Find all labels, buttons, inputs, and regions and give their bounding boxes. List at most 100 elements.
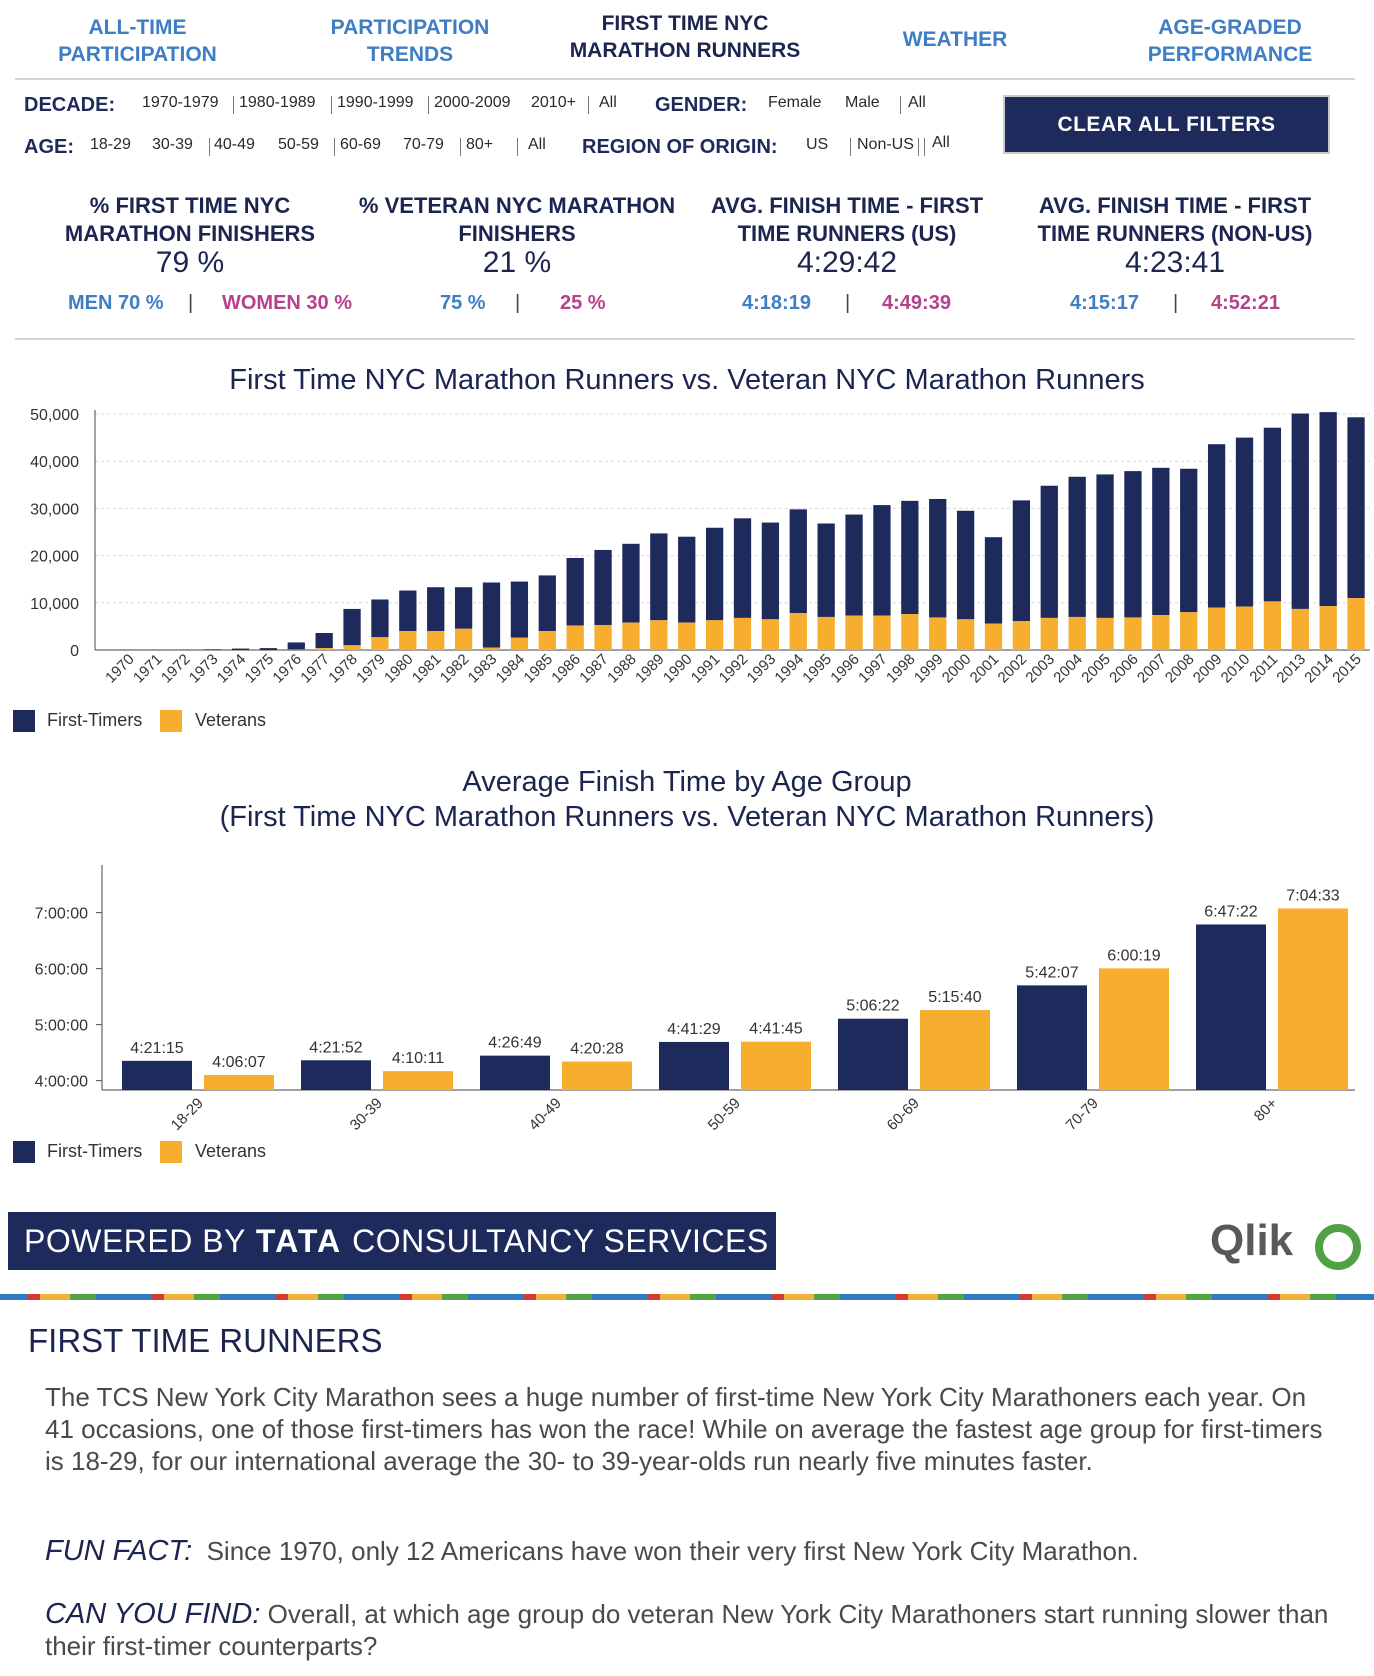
- bar-first-timers: [315, 633, 333, 649]
- nav-tab-age-graded-performance[interactable]: AGE-GRADED PERFORMANCE: [1130, 14, 1330, 68]
- bar-veterans: [315, 648, 333, 650]
- x-tick-label: 1986: [548, 651, 584, 687]
- separator: [918, 138, 919, 156]
- data-label: 7:04:33: [1286, 887, 1339, 904]
- x-tick-label: 1982: [437, 651, 473, 687]
- kpi-title: TIME RUNNERS (US): [737, 221, 957, 246]
- banner-prefix: POWERED BY: [24, 1222, 246, 1259]
- region-option-us[interactable]: US: [806, 136, 829, 153]
- data-label: 6:47:22: [1204, 903, 1257, 920]
- x-tick-label: 1999: [911, 651, 947, 687]
- bar-veterans: [371, 637, 389, 650]
- legend-label-veterans: Veterans: [195, 1141, 267, 1161]
- bar-veterans: [204, 1074, 274, 1090]
- decade-option-1970-1979[interactable]: 1970-1979: [142, 94, 219, 111]
- bar-veterans: [1291, 608, 1309, 650]
- data-label: 5:42:07: [1025, 964, 1078, 981]
- bar-veterans: [1235, 606, 1254, 650]
- kpi-title: MARATHON FINISHERS: [64, 221, 316, 246]
- bar-first-timers: [956, 510, 975, 620]
- x-tick-label: 2002: [995, 651, 1031, 687]
- separator: [334, 138, 335, 156]
- nav-tab-first-time-runners[interactable]: FIRST TIME NYC MARATHON RUNNERS: [550, 10, 820, 64]
- gender-option-male[interactable]: Male: [845, 94, 880, 111]
- separator: |: [845, 292, 851, 314]
- age-option-80-plus[interactable]: 80+: [466, 136, 494, 153]
- nav-tab-label: PARTICIPATION: [330, 16, 490, 39]
- age-option-40-49[interactable]: 40-49: [214, 136, 255, 153]
- bar-first-timers: [1152, 467, 1170, 616]
- gender-option-female[interactable]: Female: [768, 94, 822, 111]
- separator: |: [1173, 292, 1179, 314]
- age-label: AGE:: [24, 136, 74, 158]
- age-option-70-79[interactable]: 70-79: [403, 136, 444, 153]
- x-tick-label: 2000: [939, 651, 975, 687]
- age-option-30-39[interactable]: 30-39: [152, 136, 193, 153]
- qlik-logo-icon: [1315, 1224, 1361, 1270]
- kpi-veteran-finishers: % VETERAN NYC MARATHON FINISHERS 21 %: [352, 192, 682, 278]
- legend-swatch-veterans: [160, 1141, 182, 1163]
- legend-label-first-timers: First-Timers: [47, 1141, 143, 1161]
- decade-option-2000-2009[interactable]: 2000-2009: [434, 94, 511, 111]
- y-tick-label: 4:00:00: [35, 1074, 88, 1091]
- bar-first-timers: [1096, 474, 1114, 618]
- kpi-title: FINISHERS: [458, 221, 576, 246]
- gender-option-all[interactable]: All: [908, 94, 926, 111]
- nav-tab-all-time-participation[interactable]: ALL-TIME PARTICIPATION: [30, 14, 245, 68]
- kpi-title: % FIRST TIME NYC: [89, 193, 291, 218]
- bar-veterans: [1207, 607, 1226, 650]
- bar-veterans: [650, 620, 668, 650]
- region-label: REGION OF ORIGIN:: [582, 136, 778, 158]
- kpi-value: 4:29:42: [796, 246, 898, 279]
- decade-option-1980-1989[interactable]: 1980-1989: [239, 94, 316, 111]
- bar-veterans: [1096, 617, 1114, 650]
- x-tick-label: 1971: [130, 651, 166, 687]
- x-tick-label: 1994: [771, 651, 807, 687]
- article-body: The TCS New York City Marathon sees a hu…: [45, 1382, 1323, 1476]
- data-label: 4:21:52: [309, 1039, 362, 1056]
- decade-option-1990-1999[interactable]: 1990-1999: [337, 94, 414, 111]
- nav-tab-weather[interactable]: WEATHER: [880, 26, 1030, 53]
- x-tick-label: 2010: [1218, 651, 1254, 687]
- x-tick-label: 2005: [1078, 651, 1114, 687]
- x-tick-label: 1978: [325, 651, 361, 687]
- clear-all-filters-button[interactable]: CLEAR ALL FILTERS: [1003, 95, 1330, 154]
- age-option-18-29[interactable]: 18-29: [90, 136, 131, 153]
- bar-first-timers: [1012, 500, 1031, 622]
- bar-first-timers: [1124, 471, 1142, 618]
- decade-option-all[interactable]: All: [599, 94, 617, 111]
- nav-tab-label: MARATHON RUNNERS: [569, 39, 801, 62]
- separator: |: [515, 292, 521, 314]
- age-option-60-69[interactable]: 60-69: [340, 136, 381, 153]
- x-tick-label: 2004: [1050, 651, 1086, 687]
- can-you-find: CAN YOU FIND: Overall, at which age grou…: [45, 1598, 1335, 1662]
- bar-first-timers: [343, 608, 361, 646]
- separator: [588, 96, 589, 114]
- data-label: 4:10:11: [392, 1050, 444, 1067]
- region-option-non-us[interactable]: Non-US: [857, 136, 914, 153]
- bar-veterans: [1319, 606, 1337, 650]
- bar-veterans: [1099, 968, 1169, 1090]
- bar-first-timers: [1347, 417, 1365, 599]
- bar-veterans: [920, 1010, 990, 1090]
- x-tick-label: 2015: [1329, 651, 1365, 687]
- bar-first-timers: [1291, 413, 1309, 609]
- age-option-all[interactable]: All: [528, 136, 546, 153]
- bar-veterans: [399, 631, 417, 650]
- kpi-women-value: 4:49:39: [882, 292, 951, 314]
- region-option-all[interactable]: All: [932, 134, 950, 151]
- bar-first-timers: [1196, 924, 1266, 1090]
- age-option-50-59[interactable]: 50-59: [278, 136, 319, 153]
- bar-first-timers: [1068, 476, 1086, 617]
- separator: [209, 138, 210, 156]
- x-tick-label: 1979: [353, 651, 389, 687]
- bar-first-timers: [480, 1055, 550, 1090]
- x-tick-label: 1970: [102, 651, 138, 687]
- x-tick-label: 2007: [1134, 651, 1170, 687]
- tata-logo: TATA: [255, 1222, 343, 1259]
- bar-first-timers: [845, 514, 863, 616]
- decade-option-2010-plus[interactable]: 2010+: [531, 94, 576, 111]
- gender-label: GENDER:: [655, 94, 748, 116]
- nav-tab-participation-trends[interactable]: PARTICIPATION TRENDS: [310, 14, 510, 68]
- x-tick-label: 1997: [855, 651, 891, 687]
